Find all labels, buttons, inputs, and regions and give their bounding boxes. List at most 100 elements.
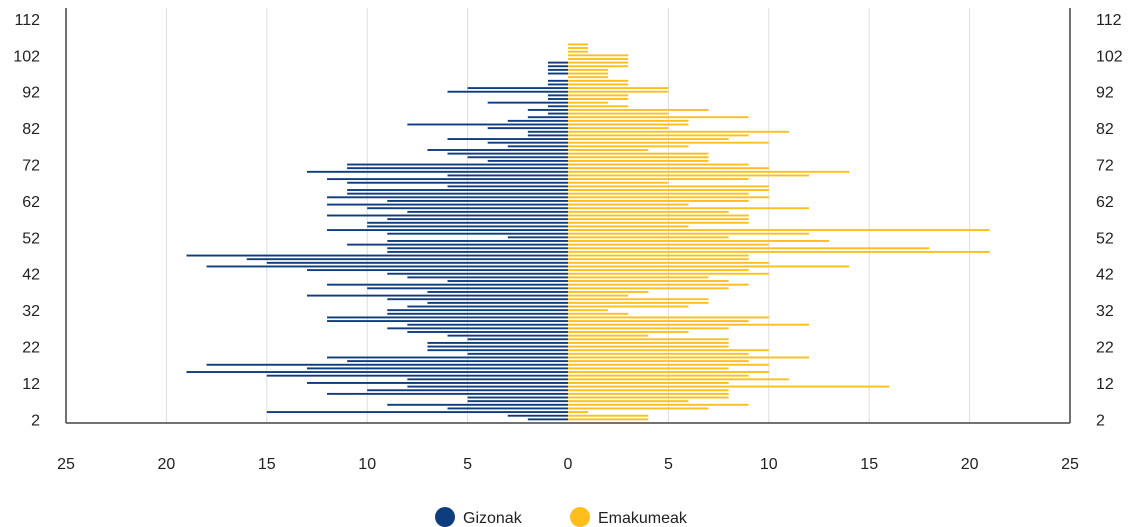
bar-gizonak: [447, 152, 568, 155]
x-tick-label: 15: [860, 456, 878, 473]
y-tick-label-right: 82: [1096, 121, 1114, 138]
y-axis-left-tick-labels: 2 12 22 32 42 52 62 72 82 92 102 112: [13, 12, 40, 429]
bar-gizonak: [367, 287, 568, 290]
bar-emakumeak: [568, 349, 769, 352]
bar-emakumeak: [568, 47, 589, 49]
bar-gizonak: [407, 378, 568, 381]
y-tick-label-left: 52: [22, 230, 40, 247]
bar-emakumeak: [568, 108, 709, 111]
bar-gizonak: [387, 272, 568, 275]
bar-emakumeak: [568, 254, 749, 257]
bar-emakumeak: [568, 218, 749, 221]
bar-emakumeak: [568, 374, 749, 377]
bar-emakumeak: [568, 352, 749, 355]
bar-emakumeak: [568, 385, 890, 388]
bar-emakumeak: [568, 396, 729, 399]
x-tick-label: 25: [1061, 456, 1079, 473]
bar-gizonak: [387, 298, 568, 301]
bar-emakumeak: [568, 119, 689, 122]
bar-gizonak: [407, 276, 568, 279]
bar-emakumeak: [568, 210, 729, 213]
bar-emakumeak: [568, 196, 769, 199]
bar-emakumeak: [568, 167, 769, 170]
bar-gizonak: [387, 232, 568, 235]
bar-emakumeak: [568, 345, 729, 348]
bar-gizonak: [306, 367, 568, 370]
bar-emakumeak: [568, 152, 709, 155]
bar-emakumeak: [568, 189, 769, 191]
bar-emakumeak: [568, 50, 589, 53]
bar-emakumeak: [568, 94, 629, 97]
bar-emakumeak: [568, 156, 709, 159]
bar-emakumeak: [568, 258, 749, 261]
y-tick-label-right: 2: [1096, 412, 1105, 429]
bar-emakumeak: [568, 360, 749, 363]
y-tick-label-left: 102: [13, 48, 40, 65]
bar-emakumeak: [568, 392, 729, 395]
axes: [65, 8, 1071, 424]
bar-gizonak: [327, 356, 568, 359]
bar-emakumeak: [568, 287, 729, 290]
bar-emakumeak: [568, 225, 689, 228]
bar-gizonak: [427, 301, 568, 304]
bar-emakumeak: [568, 178, 749, 181]
bar-emakumeak: [568, 298, 709, 301]
y-tick-label-right: 102: [1096, 48, 1123, 65]
bar-emakumeak: [568, 331, 689, 333]
bar-gizonak: [467, 87, 568, 90]
legend-label-emakumeak: Emakumeak: [598, 510, 688, 527]
bar-emakumeak: [568, 240, 830, 242]
bar-gizonak: [487, 101, 568, 104]
bar-gizonak: [447, 185, 568, 188]
bar-emakumeak: [568, 174, 809, 177]
bar-emakumeak: [568, 265, 850, 268]
bar-gizonak: [347, 189, 568, 191]
bar-emakumeak: [568, 407, 709, 410]
bar-gizonak: [387, 250, 568, 253]
bar-gizonak: [487, 127, 568, 130]
bar-emakumeak: [568, 76, 609, 79]
bar-emakumeak: [568, 309, 609, 312]
bar-emakumeak: [568, 68, 609, 71]
bar-gizonak: [306, 294, 568, 297]
bar-gizonak: [547, 94, 568, 97]
bar-gizonak: [467, 338, 568, 341]
bar-gizonak: [527, 134, 568, 137]
bar-gizonak: [407, 210, 568, 213]
bar-gizonak: [387, 403, 568, 406]
y-tick-label-right: 42: [1096, 267, 1114, 284]
x-tick-label: 0: [564, 456, 573, 473]
y-tick-label-left: 2: [31, 412, 40, 429]
bar-emakumeak: [568, 65, 629, 68]
bar-emakumeak: [568, 403, 749, 406]
bar-emakumeak: [568, 272, 769, 275]
bar-gizonak: [407, 385, 568, 388]
bar-gizonak: [327, 203, 568, 206]
bar-gizonak: [327, 392, 568, 395]
x-tick-label: 5: [463, 456, 472, 473]
bar-gizonak: [387, 240, 568, 242]
bar-emakumeak: [568, 159, 709, 162]
y-tick-label-left: 92: [22, 85, 40, 102]
bar-emakumeak: [568, 338, 729, 341]
bar-gizonak: [266, 261, 568, 264]
bar-emakumeak: [568, 323, 809, 326]
bar-gizonak: [447, 138, 568, 141]
bar-gizonak: [387, 218, 568, 221]
bar-gizonak: [507, 145, 568, 148]
bar-gizonak: [427, 341, 568, 344]
bar-gizonak: [547, 98, 568, 100]
y-tick-label-right: 22: [1096, 340, 1114, 357]
bar-gizonak: [306, 382, 568, 384]
y-tick-label-left: 32: [22, 303, 40, 320]
bar-gizonak: [367, 207, 568, 210]
bar-gizonak: [487, 141, 568, 144]
bar-gizonak: [347, 167, 568, 170]
x-tick-label: 20: [961, 456, 979, 473]
bar-emakumeak: [568, 123, 689, 126]
bar-emakumeak: [568, 389, 729, 392]
bar-gizonak: [407, 331, 568, 333]
series-gizonak-bars: [186, 61, 569, 421]
bar-gizonak: [266, 374, 568, 377]
bar-gizonak: [547, 112, 568, 115]
